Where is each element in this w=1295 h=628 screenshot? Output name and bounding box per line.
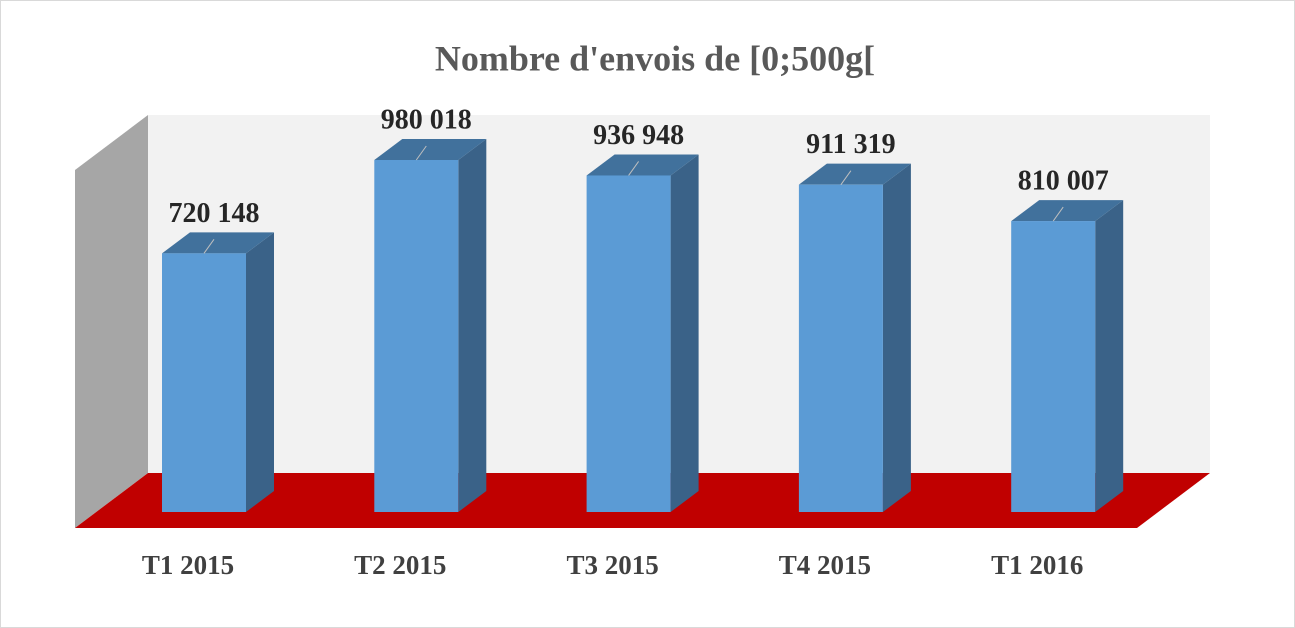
bar-top	[798, 163, 911, 185]
bar	[586, 175, 671, 512]
bar	[798, 184, 883, 512]
bar-top	[162, 232, 274, 254]
chart-title: Nombre d'envois de [0;500g[	[435, 38, 875, 78]
leader-line	[840, 170, 852, 185]
bar	[1011, 221, 1096, 512]
data-label: 720 148	[169, 198, 260, 229]
bar-side	[670, 154, 699, 512]
x-tick-label: T4 2015	[779, 550, 871, 580]
leader-line	[415, 145, 427, 161]
data-label: 810 007	[1018, 165, 1109, 196]
data-label: 980 018	[381, 104, 472, 135]
bar-top	[1011, 200, 1124, 222]
side-wall	[75, 115, 148, 528]
x-tick-label: T1 2016	[991, 550, 1083, 580]
leader-line	[628, 161, 640, 176]
data-label: 911 319	[806, 129, 895, 160]
leader-line	[203, 239, 215, 254]
x-tick-label: T1 2015	[142, 550, 234, 580]
x-tick-label: T3 2015	[566, 550, 658, 580]
bar-side	[1095, 200, 1124, 512]
leader-line	[1052, 206, 1064, 222]
bar	[162, 253, 246, 512]
bar-top	[374, 139, 487, 160]
bar	[374, 160, 459, 512]
data-label: 936 948	[593, 120, 684, 151]
bar-top	[586, 154, 699, 176]
bar-side	[882, 163, 911, 512]
x-tick-label: T2 2015	[354, 550, 446, 580]
bar-side	[458, 139, 487, 512]
bar-side	[246, 232, 274, 512]
